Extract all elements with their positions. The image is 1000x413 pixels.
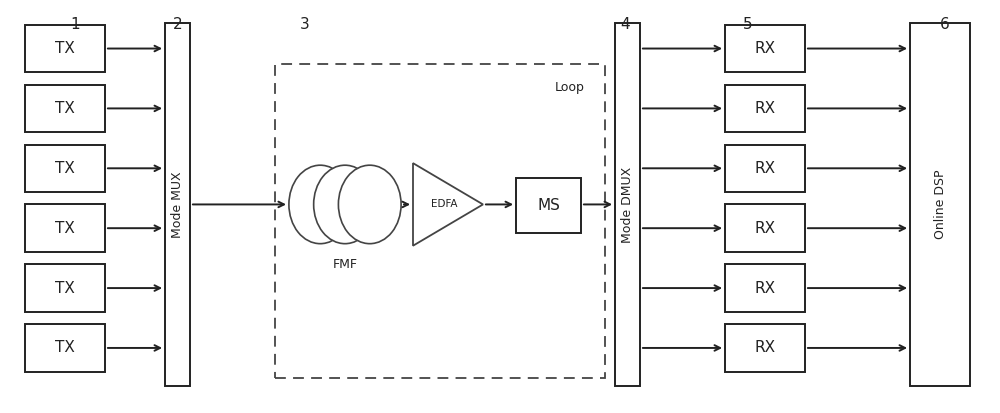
Text: 2: 2 — [173, 17, 183, 31]
Bar — [725, 264, 805, 312]
Text: 3: 3 — [300, 17, 310, 31]
Bar — [725, 204, 805, 252]
Text: Mode DMUX: Mode DMUX — [621, 166, 634, 242]
Text: FMF: FMF — [332, 258, 358, 271]
Text: RX: RX — [754, 280, 776, 296]
Text: TX: TX — [55, 101, 75, 116]
Text: Loop: Loop — [555, 81, 585, 93]
Ellipse shape — [289, 165, 352, 244]
Text: RX: RX — [754, 221, 776, 236]
Text: 5: 5 — [743, 17, 753, 31]
Ellipse shape — [338, 165, 401, 244]
Text: Mode MUX: Mode MUX — [171, 171, 184, 238]
Bar — [725, 145, 805, 192]
Bar — [25, 85, 105, 132]
Text: TX: TX — [55, 280, 75, 296]
Text: Online DSP: Online DSP — [934, 170, 947, 239]
Bar — [25, 145, 105, 192]
Bar — [725, 324, 805, 372]
Text: TX: TX — [55, 41, 75, 56]
Bar — [725, 85, 805, 132]
Text: 1: 1 — [70, 17, 80, 31]
Bar — [25, 204, 105, 252]
Text: RX: RX — [754, 41, 776, 56]
Text: TX: TX — [55, 161, 75, 176]
Text: EDFA: EDFA — [431, 199, 457, 209]
Bar — [615, 23, 640, 386]
Bar — [165, 23, 190, 386]
Text: RX: RX — [754, 161, 776, 176]
Text: MS: MS — [537, 198, 560, 213]
Bar — [25, 25, 105, 72]
Bar — [25, 264, 105, 312]
Text: TX: TX — [55, 340, 75, 356]
Ellipse shape — [314, 165, 376, 244]
Text: RX: RX — [754, 101, 776, 116]
Text: 4: 4 — [620, 17, 630, 31]
Text: TX: TX — [55, 221, 75, 236]
Bar — [516, 178, 581, 233]
Polygon shape — [413, 163, 483, 246]
Bar — [25, 324, 105, 372]
Bar — [725, 25, 805, 72]
Text: 6: 6 — [940, 17, 950, 31]
Text: RX: RX — [754, 340, 776, 356]
Bar — [910, 23, 970, 386]
